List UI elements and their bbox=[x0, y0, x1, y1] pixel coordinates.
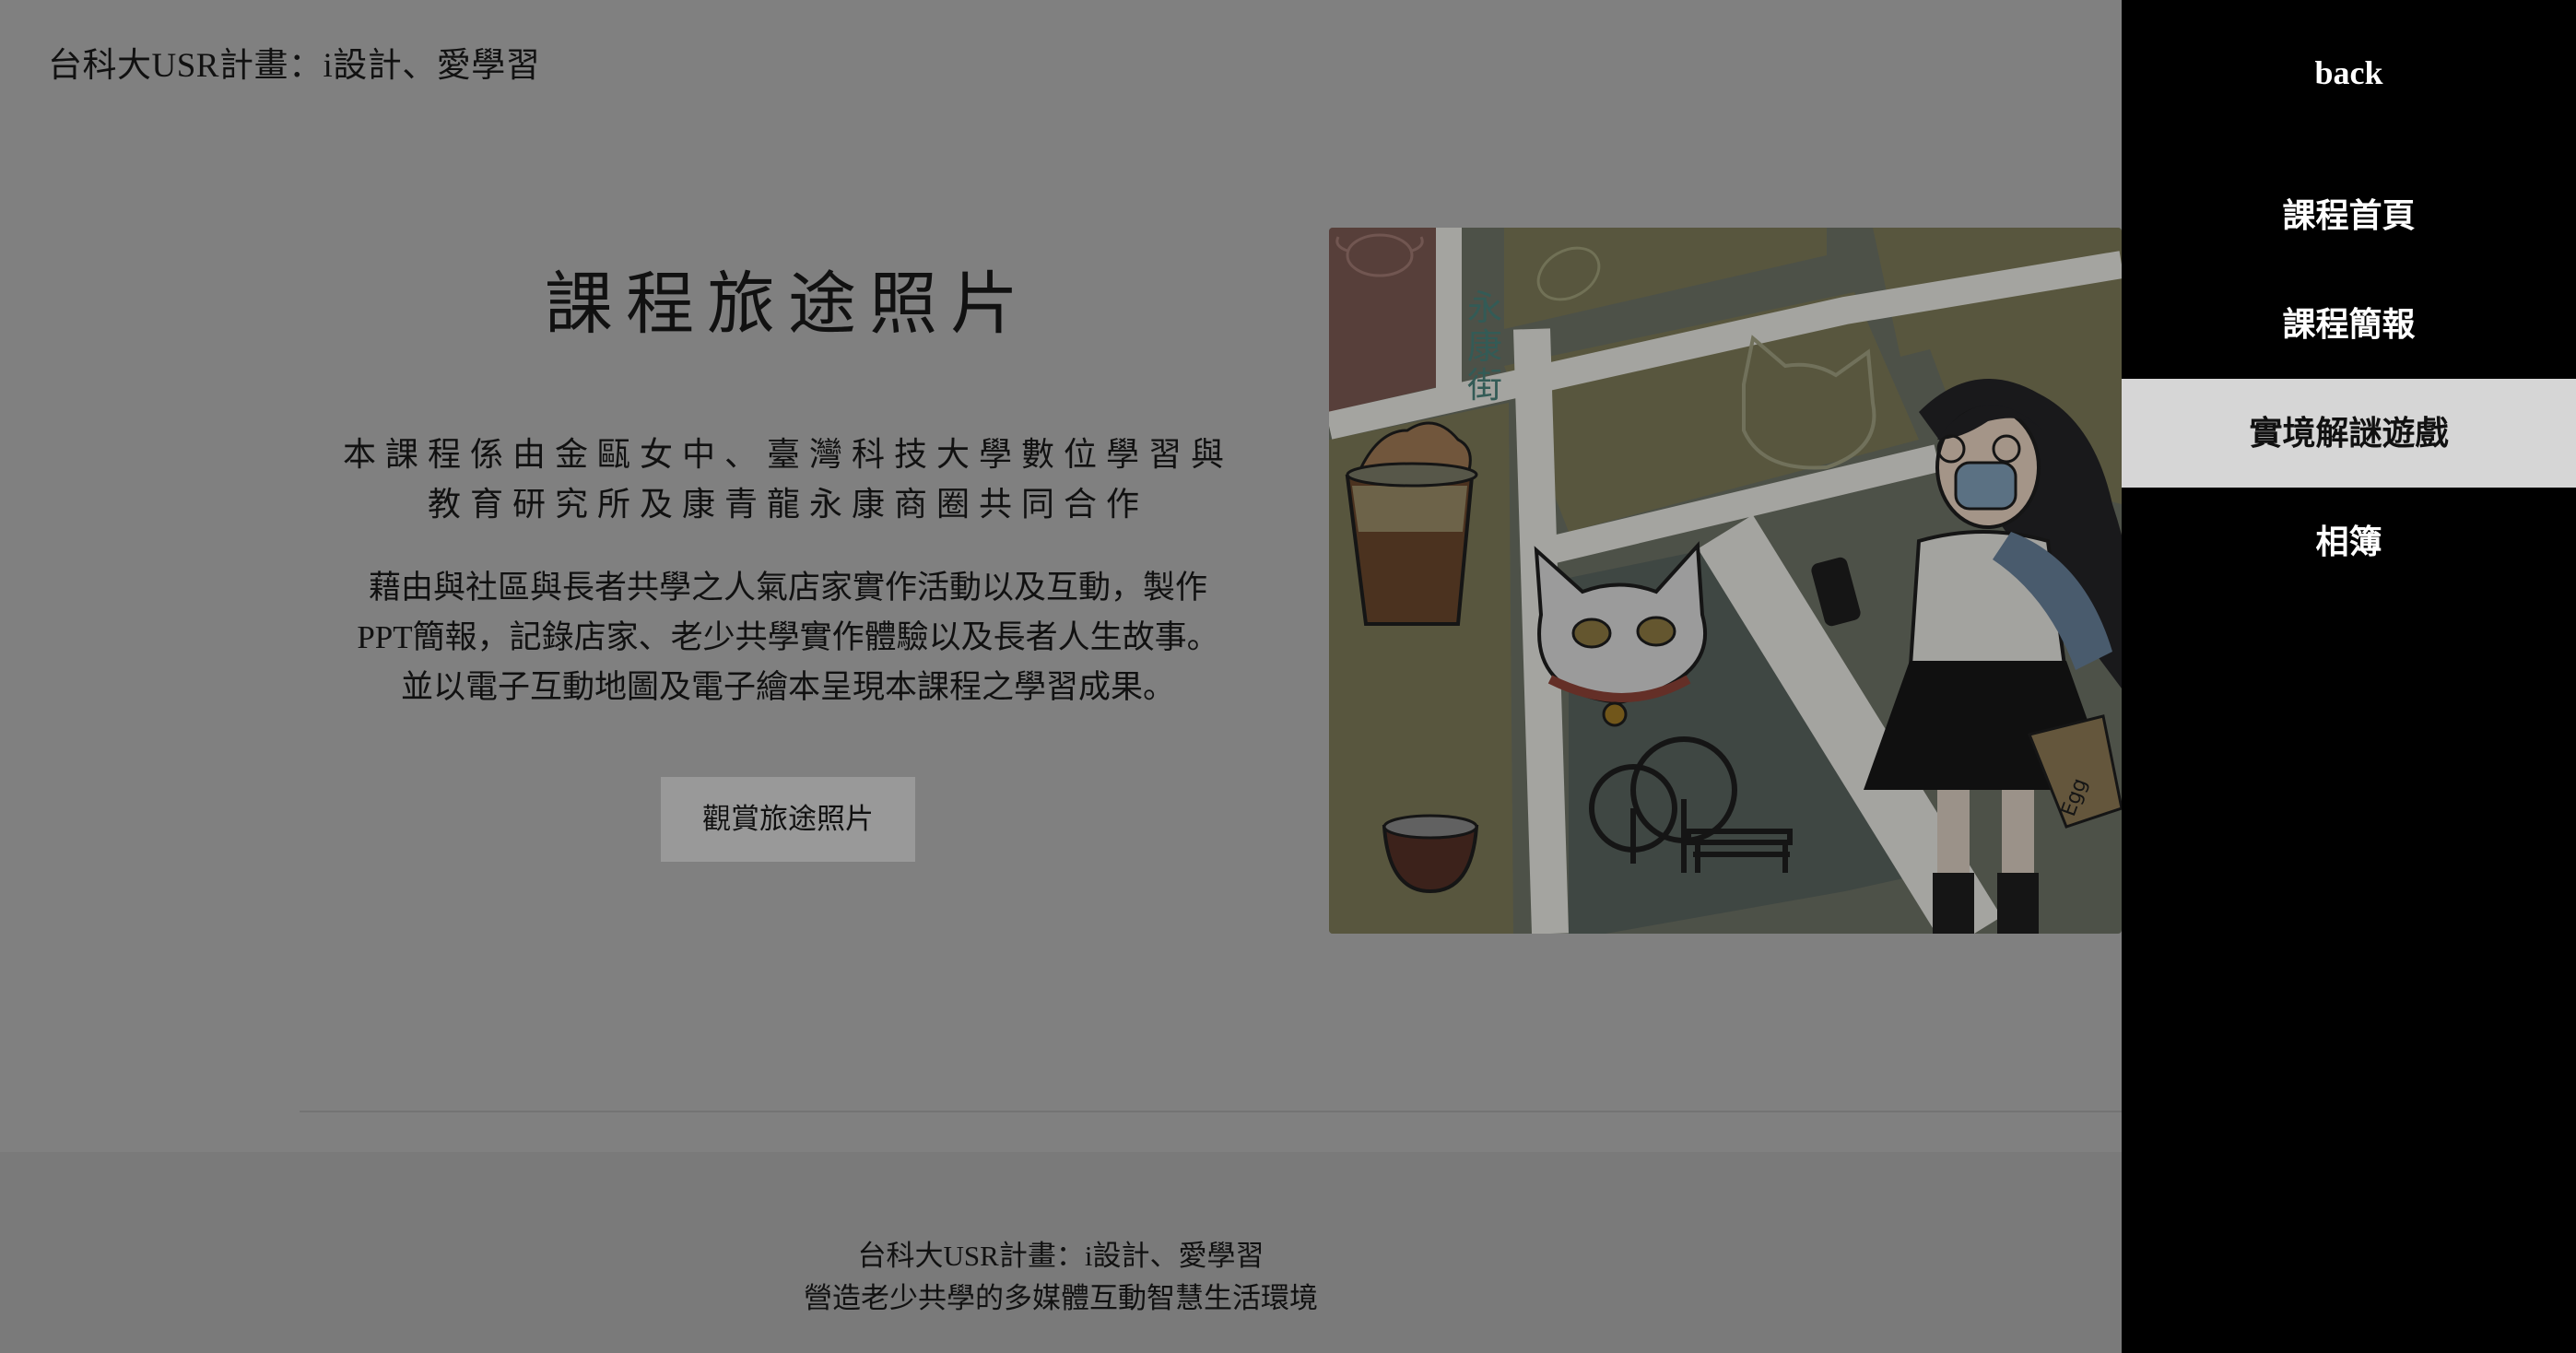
map-block-red bbox=[1329, 228, 1449, 412]
lucky-cat-icon bbox=[1534, 541, 1708, 727]
course-intro: 課程旅途照片 本課程係由金甌女中、臺灣科技大學數位學習與 教育研究所及康青龍永康… bbox=[313, 249, 1263, 862]
intro-body-line: 藉由與社區與長者共學之人氣店家實作活動以及互動，製作 bbox=[368, 570, 1207, 606]
street-name-char: 街 bbox=[1467, 365, 1502, 406]
drink-cup-icon bbox=[1345, 421, 1478, 626]
intro-body-line: 並以電子互動地圖及電子繪本呈現本課程之學習成果。 bbox=[400, 669, 1175, 705]
mango-icon bbox=[1536, 246, 1601, 301]
bowl-icon bbox=[1382, 814, 1479, 894]
content-divider bbox=[300, 1111, 2124, 1112]
street-name-label: 永 康 街 bbox=[1467, 288, 1502, 406]
intro-body-line: PPT簡報，記錄店家、老少共學實作體驗以及長者人生故事。 bbox=[357, 619, 1219, 655]
side-menu: back 課程首頁 課程簡報 實境解謎遊戲 相簿 bbox=[2122, 0, 2576, 1353]
course-illustration: 永 康 街 bbox=[1329, 228, 2122, 934]
footer-line-1: 台科大USR計畫：i設計、愛學習 bbox=[857, 1240, 1264, 1272]
intro-subtitle-line: 本課程係由金甌女中、臺灣科技大學數位學習與 bbox=[342, 436, 1233, 474]
teapot-icon bbox=[1335, 233, 1424, 277]
view-photos-button[interactable]: 觀賞旅途照片 bbox=[661, 777, 915, 862]
street-name-char: 康 bbox=[1467, 326, 1502, 367]
map-block-olive bbox=[1504, 228, 1827, 329]
schoolgirl-figure: Egg bbox=[1811, 379, 2122, 934]
menu-item-course-slides[interactable]: 課程簡報 bbox=[2282, 306, 2416, 343]
footer-line-2: 營造老少共學的多媒體互動智慧生活環境 bbox=[804, 1282, 1318, 1314]
menu-item-course-home[interactable]: 課程首頁 bbox=[2282, 197, 2416, 234]
menu-item-album[interactable]: 相簿 bbox=[2315, 524, 2382, 560]
intro-subtitle: 本課程係由金甌女中、臺灣科技大學數位學習與 教育研究所及康青龍永康商圈共同合作 bbox=[313, 430, 1263, 530]
cat-face-icon bbox=[1742, 335, 1876, 470]
menu-item-puzzle-game[interactable]: 實境解謎遊戲 bbox=[2122, 379, 2576, 488]
footer-text: 台科大USR計畫：i設計、愛學習 營造老少共學的多媒體互動智慧生活環境 bbox=[0, 1235, 2122, 1320]
intro-subtitle-line: 教育研究所及康青龍永康商圈共同合作 bbox=[427, 486, 1148, 524]
page-heading: 課程旅途照片 bbox=[545, 265, 1031, 344]
intro-body: 藉由與社區與長者共學之人氣店家實作活動以及互動，製作 PPT簡報，記錄店家、老少… bbox=[313, 563, 1263, 712]
park-tree-bench-icon bbox=[1589, 736, 1793, 873]
footer: 台科大USR計畫：i設計、愛學習 營造老少共學的多媒體互動智慧生活環境 bbox=[0, 1152, 2122, 1353]
street-name-char: 永 bbox=[1467, 288, 1502, 328]
street-map-illustration: 永 康 街 bbox=[1329, 228, 2122, 934]
site-title[interactable]: 台科大USR計畫：i設計、愛學習 bbox=[48, 47, 541, 85]
back-button[interactable]: back bbox=[2314, 54, 2383, 91]
